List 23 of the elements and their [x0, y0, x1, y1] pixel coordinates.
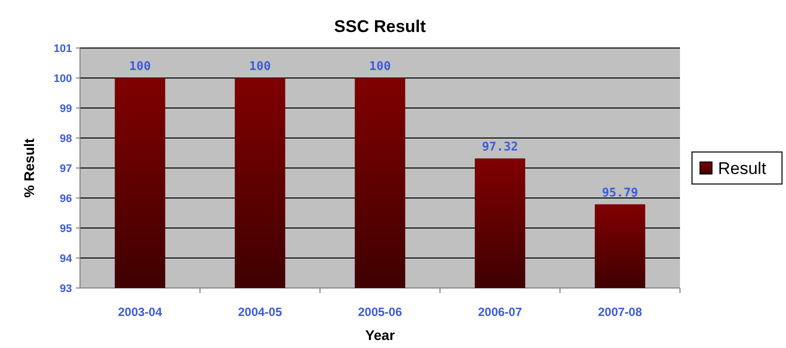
x-tick-label: 2007-08: [598, 305, 642, 319]
y-tick-label: 94: [60, 252, 73, 265]
data-label: 95.79: [602, 185, 638, 200]
x-tick-label: 2005-06: [358, 305, 402, 319]
y-tick-label: 98: [60, 132, 72, 145]
y-tick-label: 99: [60, 102, 72, 115]
y-tick-label: 96: [60, 192, 72, 205]
x-axis-title: Year: [365, 327, 396, 343]
data-label: 100: [249, 59, 271, 73]
x-tick-label: 2004-05: [238, 305, 282, 319]
y-tick-label: 100: [54, 72, 72, 85]
legend-label: Result: [718, 158, 766, 178]
chart-title: SSC Result: [334, 17, 426, 36]
x-tick-label: 2006-07: [478, 305, 522, 319]
data-label: 97.32: [482, 139, 518, 154]
data-label: 100: [369, 59, 391, 73]
y-tick-label: 101: [54, 42, 72, 55]
y-axis-title: % Result: [21, 138, 37, 198]
y-tick-label: 95: [60, 222, 72, 235]
data-label: 100: [129, 59, 151, 73]
y-tick-label: 93: [60, 282, 72, 295]
x-tick-label: 2003-04: [118, 305, 162, 319]
y-tick-label: 97: [60, 162, 72, 175]
